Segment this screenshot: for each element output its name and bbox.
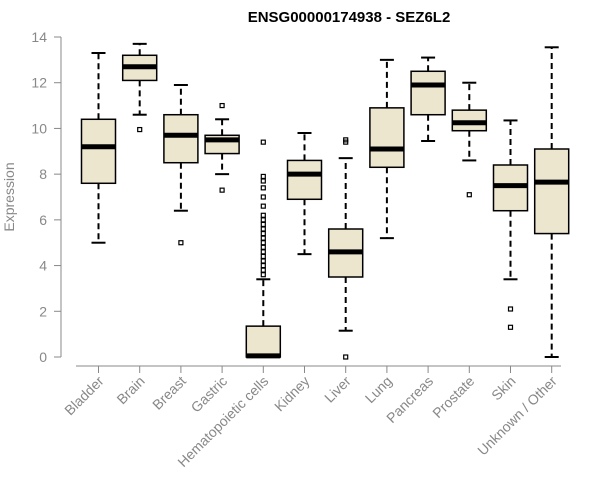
- outlier-point: [260, 244, 266, 250]
- outlier-point: [260, 194, 266, 200]
- y-tick-label: 8: [39, 166, 47, 182]
- box-bladder: [80, 52, 117, 244]
- outlier-point: [260, 139, 266, 145]
- outlier-point: [260, 173, 266, 180]
- outlier-point: [260, 235, 266, 241]
- box-breast: [163, 84, 199, 246]
- iqr-box: [369, 107, 405, 169]
- outlier-point: [260, 230, 266, 237]
- outlier-point: [260, 272, 266, 278]
- box-gastric: [204, 102, 240, 193]
- outlier-point: [178, 240, 184, 246]
- iqr-box: [286, 159, 323, 201]
- y-tick-label: 10: [31, 120, 47, 136]
- outlier-point: [260, 253, 266, 260]
- iqr-box: [245, 325, 282, 358]
- outlier-point: [260, 221, 266, 228]
- box-skin: [492, 119, 529, 330]
- outlier-point: [219, 187, 225, 193]
- y-axis-label: Expression: [1, 162, 17, 231]
- outlier-point: [466, 192, 472, 198]
- outlier-point: [260, 267, 266, 273]
- x-tick-label: Breast: [149, 373, 189, 413]
- iqr-box: [163, 113, 199, 164]
- x-tick-label: Prostate: [429, 373, 477, 421]
- outlier-point: [260, 185, 266, 191]
- y-tick-label: 4: [39, 258, 47, 274]
- x-tick-label: Skin: [488, 373, 519, 404]
- y-tick-label: 0: [39, 349, 47, 365]
- outlier-point: [219, 102, 225, 109]
- outlier-point: [507, 324, 514, 330]
- outlier-point: [260, 178, 266, 184]
- outlier-point: [507, 306, 514, 312]
- y-tick-label: 12: [31, 75, 47, 91]
- outlier-point: [260, 217, 266, 223]
- box-brain: [121, 42, 158, 133]
- iqr-box: [533, 148, 570, 235]
- x-tick-label: Brain: [113, 373, 147, 407]
- box-lung: [369, 58, 405, 240]
- outlier-point: [260, 262, 266, 269]
- outlier-point: [137, 126, 143, 133]
- y-axis-ticks: 0 2 4 6 8 10 12 14: [31, 29, 61, 365]
- outlier-point: [260, 258, 266, 264]
- iqr-box: [410, 70, 446, 116]
- iqr-box: [80, 118, 117, 185]
- outlier-point: [343, 354, 349, 360]
- outlier-point: [260, 212, 266, 218]
- chart-title: ENSG00000174938 - SEZ6L2: [248, 9, 451, 26]
- x-tick-label: Liver: [321, 373, 354, 406]
- box-prostate: [451, 81, 488, 198]
- y-tick-label: 2: [39, 303, 47, 319]
- box-pancreas: [410, 56, 446, 142]
- box-liver: [327, 137, 364, 360]
- outlier-point: [260, 249, 266, 255]
- boxes-group: [80, 42, 570, 360]
- box-kidney: [286, 132, 323, 256]
- x-tick-label: Kidney: [271, 373, 313, 415]
- box-hematopoietic-cells: [245, 139, 282, 359]
- outlier-point: [260, 240, 266, 246]
- outlier-point: [343, 137, 349, 143]
- outlier-point: [260, 226, 266, 232]
- box-unknown-other: [533, 46, 570, 358]
- x-tick-label: Lung: [362, 373, 395, 406]
- outlier-point: [260, 203, 266, 209]
- x-tick-label: Bladder: [61, 373, 107, 419]
- y-tick-label: 14: [31, 29, 47, 45]
- y-tick-label: 6: [39, 212, 47, 228]
